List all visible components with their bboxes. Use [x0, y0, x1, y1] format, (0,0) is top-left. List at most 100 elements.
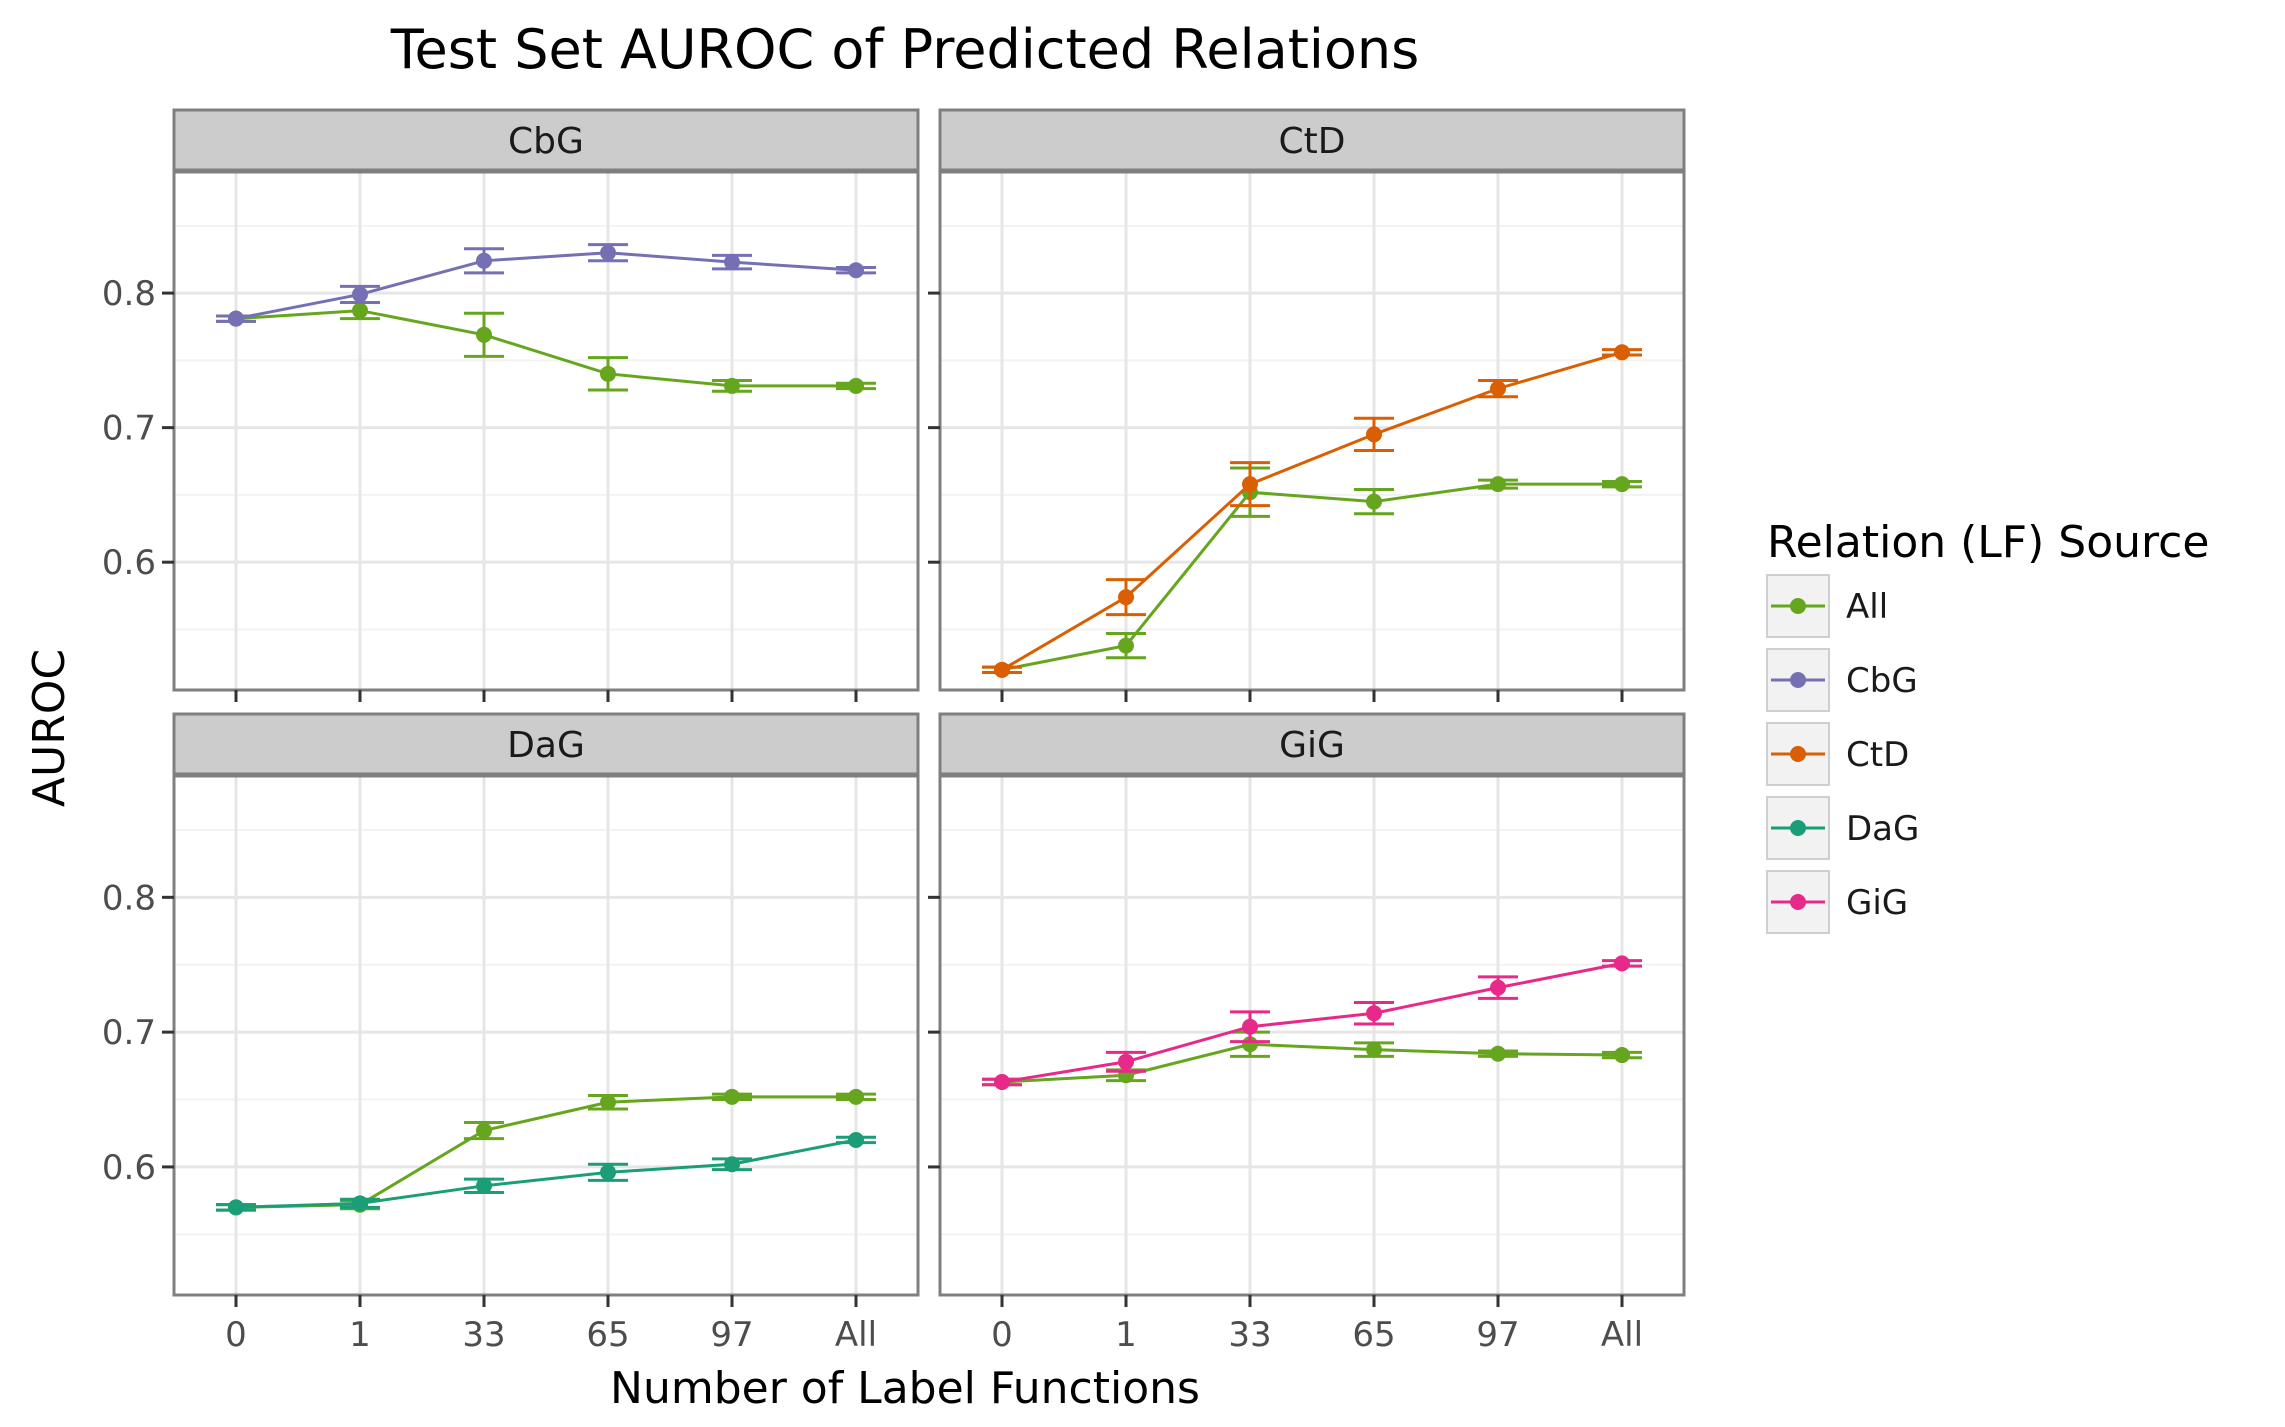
y-tick-label: 0.6: [102, 1148, 156, 1188]
panel-border: [172, 170, 920, 692]
series-dag: [216, 1131, 876, 1216]
y-tick-label: 0.6: [102, 543, 156, 583]
x-tick-label: 1: [349, 1315, 371, 1355]
data-point: [1242, 1018, 1258, 1035]
x-tick-label: 97: [1476, 1315, 1519, 1355]
facet-strip-label: GiG: [1279, 725, 1345, 766]
series-line: [1001, 482, 1622, 672]
x-tick-label: 1: [1115, 1315, 1137, 1355]
facet-strip-label: DaG: [507, 725, 585, 766]
data-point: [228, 1199, 244, 1216]
legend-key-point: [1790, 820, 1806, 836]
legend-key-point: [1790, 894, 1806, 910]
data-point: [1490, 476, 1506, 493]
data-point: [600, 244, 616, 261]
facet-panels: CbG 0.6 0.7 0.8 CtD DaG 0.6 0.7 0.8 0 1 33 65 97 All Gi…: [102, 108, 1686, 1355]
legend-entries: All CbG CtD DaG GiG: [1766, 574, 1919, 934]
legend-entry-dag: DaG: [1766, 796, 1919, 860]
x-tick-label: 33: [462, 1315, 505, 1355]
data-point: [848, 377, 864, 394]
panel-background: [940, 776, 1684, 1295]
legend-entry-label: CtD: [1846, 735, 1909, 775]
x-axis-label: Number of Label Functions: [610, 1363, 1200, 1414]
legend-key-point: [1790, 672, 1806, 688]
data-point: [476, 1122, 492, 1139]
x-tick-label: 0: [991, 1315, 1013, 1355]
x-tick-label: 97: [710, 1315, 753, 1355]
legend-entry-label: All: [1846, 587, 1888, 627]
panel-background: [174, 776, 918, 1295]
legend: Relation (LF) Source All CbG CtD DaG GiG: [1766, 517, 2209, 934]
data-point: [1614, 955, 1630, 972]
panel-background: [940, 172, 1684, 690]
data-point: [1366, 426, 1382, 443]
x-tick-label: 65: [586, 1315, 629, 1355]
series-line: [1001, 961, 1623, 1084]
legend-key-point: [1790, 598, 1806, 614]
data-point: [1614, 476, 1630, 493]
x-tick-label: 65: [1352, 1315, 1395, 1355]
data-point: [724, 254, 740, 271]
data-point: [476, 1177, 492, 1194]
data-point: [352, 1195, 368, 1212]
data-point: [1366, 1005, 1382, 1022]
data-point: [352, 302, 368, 319]
legend-key-point: [1790, 746, 1806, 762]
series-line: [235, 251, 857, 321]
x-tick-label: All: [835, 1315, 877, 1355]
data-point: [1490, 979, 1506, 996]
panel-border: [172, 774, 920, 1297]
data-point: [1118, 1053, 1134, 1070]
data-point: [1118, 637, 1134, 654]
panel-background: [174, 172, 918, 690]
series-all: [982, 466, 1642, 678]
panel-gig: GiG 0 1 33 65 97 All: [928, 712, 1686, 1355]
legend-title: Relation (LF) Source: [1767, 517, 2209, 568]
series-gig: [982, 955, 1642, 1091]
data-point: [1366, 493, 1382, 510]
panel-ctd: CtD: [928, 108, 1686, 702]
facet-strip: [938, 712, 1686, 776]
facet-strip-label: CbG: [508, 121, 584, 162]
data-point: [476, 252, 492, 269]
facet-strip: [172, 108, 920, 172]
data-point: [476, 326, 492, 343]
series-line: [1001, 1042, 1623, 1084]
panel-cbg: CbG 0.6 0.7 0.8: [102, 108, 920, 702]
data-point: [1614, 1047, 1630, 1064]
data-point: [994, 1074, 1010, 1091]
legend-entry-cbg: CbG: [1766, 648, 1918, 712]
series-cbg: [216, 243, 876, 327]
legend-entry-label: CbG: [1846, 661, 1918, 701]
legend-entry-label: GiG: [1846, 883, 1908, 923]
chart-title: Test Set AUROC of Predicted Relations: [390, 18, 1420, 81]
y-tick-label: 0.8: [102, 878, 156, 918]
data-point: [1242, 476, 1258, 493]
data-point: [228, 310, 244, 327]
data-point: [848, 262, 864, 279]
y-tick-label: 0.8: [102, 274, 156, 314]
series-line: [235, 1138, 857, 1209]
data-point: [724, 377, 740, 394]
data-point: [848, 1088, 864, 1105]
y-tick-label: 0.7: [102, 1013, 156, 1053]
legend-entry-all: All: [1766, 574, 1888, 638]
data-point: [724, 1088, 740, 1105]
legend-entry-ctd: CtD: [1766, 722, 1909, 786]
data-point: [1490, 380, 1506, 397]
legend-entry-gig: GiG: [1766, 870, 1908, 934]
facet-strip: [172, 712, 920, 776]
data-point: [1490, 1045, 1506, 1062]
panel-border: [938, 170, 1686, 692]
data-point: [352, 286, 368, 303]
x-tick-label: 33: [1228, 1315, 1271, 1355]
legend-entry-label: DaG: [1846, 809, 1919, 849]
series-line: [1001, 350, 1623, 672]
data-point: [994, 661, 1010, 678]
y-tick-label: 0.7: [102, 409, 156, 449]
data-point: [724, 1156, 740, 1173]
series-ctd: [982, 344, 1642, 678]
data-point: [600, 1094, 616, 1111]
y-axis-label: AUROC: [24, 649, 75, 807]
